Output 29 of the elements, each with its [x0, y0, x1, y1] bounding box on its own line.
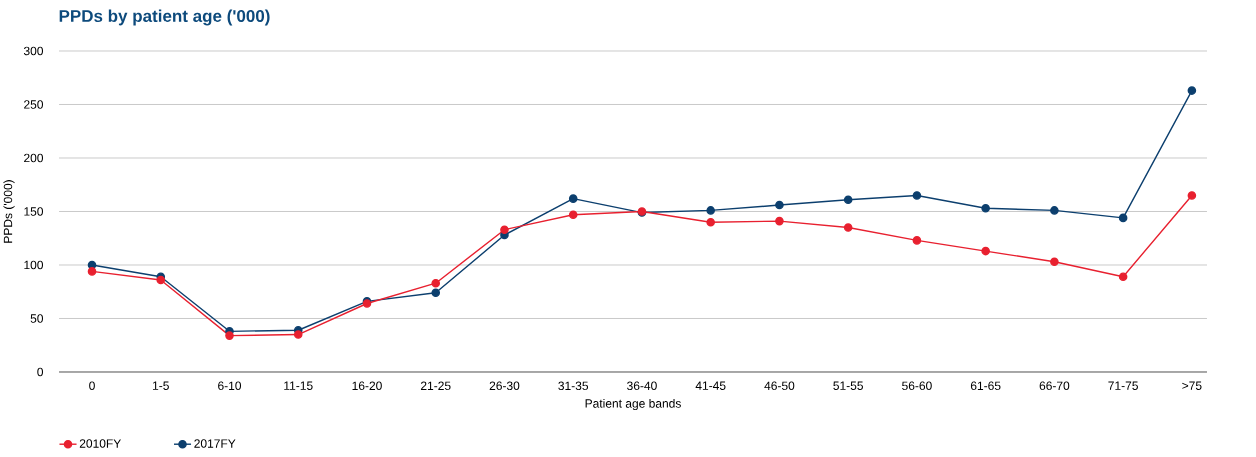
y-tick-label: 300 [23, 46, 44, 56]
y-tick-label: 0 [37, 367, 44, 377]
x-tick-label: 51-55 [833, 381, 863, 390]
x-tick-label: 1-5 [152, 381, 169, 390]
x-tick-label: 16-20 [352, 381, 382, 391]
chart-title: PPDs by patient age ('000) [59, 9, 270, 26]
x-tick-label: 66-70 [1039, 381, 1070, 391]
legend-label: 2010FY [79, 439, 121, 448]
x-tick-label: 6-10 [218, 381, 242, 391]
y-tick-label: 100 [24, 260, 44, 270]
x-tick-label: 36-40 [627, 381, 657, 391]
x-tick-label: 21-25 [420, 381, 451, 391]
y-axis-title: PPDs ('000) [3, 180, 15, 243]
x-tick-label: 26-30 [489, 381, 520, 391]
y-tick-label: 200 [24, 153, 44, 163]
x-tick-label: 31-35 [558, 381, 589, 391]
y-tick-label: 50 [30, 314, 44, 323]
x-tick-label: 11-15 [284, 381, 313, 390]
x-tick-label: 56-60 [902, 381, 932, 391]
x-tick-label: 0 [89, 381, 95, 391]
x-tick-label: >75 [1182, 381, 1202, 390]
x-tick-label: 41-45 [695, 381, 726, 390]
x-tick-label: 61-65 [970, 381, 1001, 391]
legend-label: 2017FY [194, 439, 236, 448]
x-tick-label: 71-75 [1108, 381, 1138, 390]
y-tick-label: 250 [24, 100, 44, 109]
x-tick-label: 46-50 [764, 381, 795, 391]
y-tick-label: 150 [24, 207, 44, 216]
x-axis-title: Patient age bands [585, 398, 681, 411]
